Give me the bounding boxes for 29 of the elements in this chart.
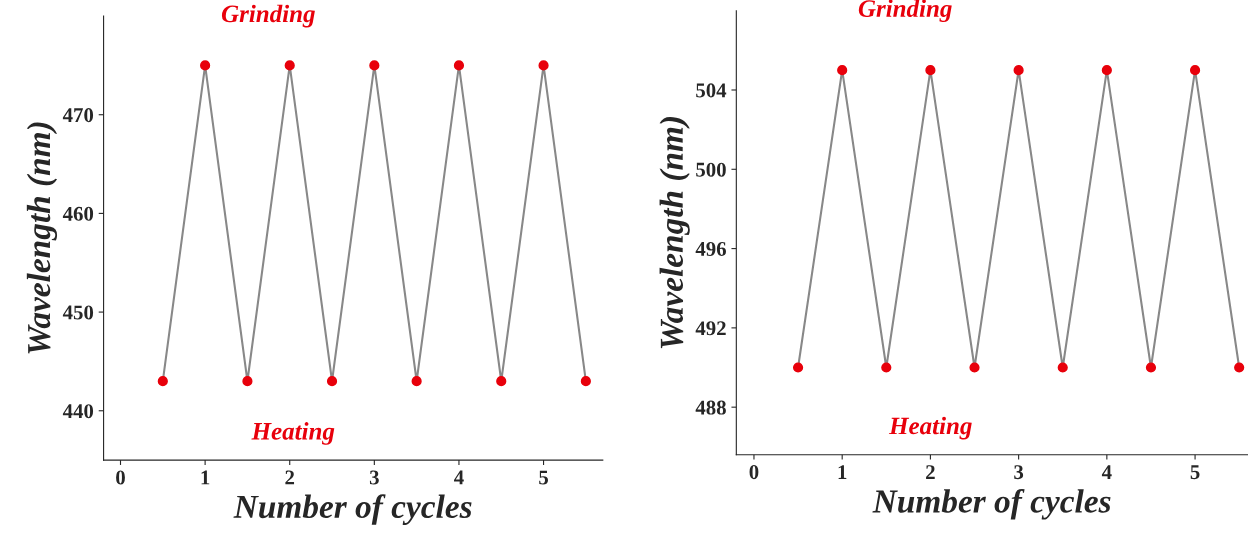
x-tick-label: 2 (926, 465, 935, 479)
y-axis-title: Wavelength (nm) (659, 117, 690, 349)
x-tick-label: 3 (369, 470, 379, 485)
y-tick-label: 500 (696, 162, 726, 177)
y-tick-label: 492 (695, 321, 726, 336)
x-tick-label: 5 (539, 470, 548, 485)
y-axis-title: Wavelength (nm) (26, 122, 58, 354)
x-tick-label: 4 (454, 470, 464, 485)
annotation: Heating (251, 422, 335, 445)
y-tick-label: 504 (696, 83, 727, 98)
annotation: Grinding (221, 4, 315, 28)
annotation: Grinding (858, 0, 952, 23)
x-axis-title: Number of cycles (233, 494, 472, 525)
annotation: Heating (888, 416, 972, 440)
y-tick-label: 450 (62, 305, 94, 320)
x-tick-label: 0 (749, 465, 759, 480)
y-tick-label: 496 (695, 242, 726, 257)
x-tick-label: 0 (116, 470, 125, 485)
y-tick-label: 470 (62, 108, 94, 123)
x-tick-label: 3 (1014, 465, 1024, 480)
x-tick-label: 1 (838, 465, 847, 479)
y-tick-label: 460 (62, 206, 94, 221)
x-axis-title: Number of cycles (872, 488, 1111, 520)
x-tick-label: 5 (1190, 465, 1200, 480)
x-tick-label: 4 (1101, 465, 1112, 479)
x-tick-label: 1 (201, 470, 210, 485)
x-tick-label: 2 (285, 470, 295, 485)
y-tick-label: 488 (695, 400, 726, 415)
y-tick-label: 440 (62, 404, 94, 419)
